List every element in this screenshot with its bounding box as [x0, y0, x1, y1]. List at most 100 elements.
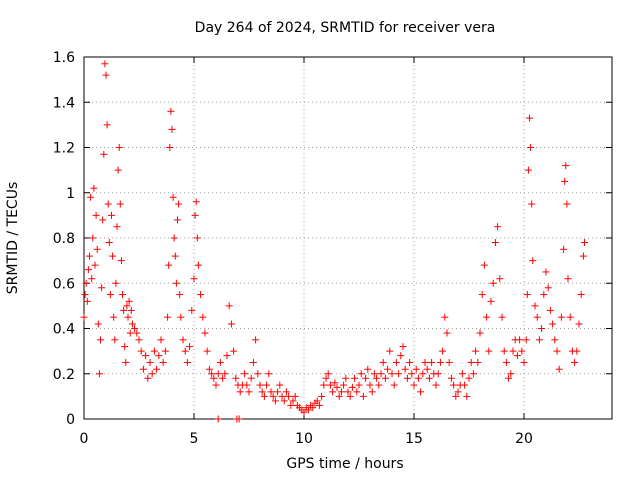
data-point	[131, 325, 139, 332]
data-point	[388, 370, 396, 378]
data-point	[313, 397, 321, 405]
data-point	[212, 381, 220, 389]
data-point	[445, 358, 453, 366]
data-point	[99, 216, 107, 224]
data-point	[461, 381, 469, 389]
data-point	[265, 370, 273, 378]
data-point	[223, 352, 231, 360]
data-point	[355, 381, 363, 389]
data-point	[357, 370, 365, 378]
data-point	[379, 358, 387, 366]
data-point	[528, 200, 536, 208]
data-point	[551, 336, 559, 344]
data-point	[549, 320, 557, 328]
x-axis-label: GPS time / hours	[286, 456, 403, 472]
data-point	[167, 107, 175, 115]
data-point	[81, 291, 89, 299]
data-point	[285, 392, 293, 400]
data-point	[133, 329, 141, 337]
data-point	[199, 313, 207, 321]
data-point	[414, 374, 422, 382]
data-point	[581, 239, 588, 247]
data-point	[94, 320, 102, 328]
data-point	[186, 343, 194, 351]
data-point	[166, 144, 174, 151]
data-point	[287, 401, 295, 409]
data-point	[377, 370, 385, 378]
data-point	[326, 381, 334, 389]
data-point	[139, 365, 147, 373]
data-point	[447, 374, 455, 382]
data-point	[348, 383, 356, 391]
y-tick-label: 0.8	[53, 231, 75, 247]
data-point	[540, 291, 548, 299]
data-point	[533, 313, 541, 321]
data-point	[513, 352, 521, 360]
data-point	[373, 374, 381, 382]
data-point	[120, 306, 128, 314]
data-point	[474, 358, 482, 366]
data-point	[165, 261, 173, 269]
y-tick-label: 1.6	[53, 50, 75, 66]
data-point	[546, 306, 554, 314]
data-point	[214, 415, 222, 423]
data-point	[188, 306, 196, 314]
data-point	[342, 374, 350, 382]
data-point	[269, 392, 277, 400]
data-point	[260, 392, 268, 400]
data-point	[436, 358, 444, 366]
data-point	[256, 381, 264, 389]
data-point	[114, 166, 122, 174]
data-point	[127, 306, 135, 314]
data-point	[368, 388, 376, 396]
data-point	[579, 252, 587, 260]
data-point	[146, 358, 154, 366]
data-point	[169, 193, 177, 201]
data-point	[346, 392, 354, 400]
data-point	[351, 374, 359, 382]
data-point	[563, 200, 571, 208]
data-point	[441, 313, 449, 321]
data-point	[544, 284, 552, 292]
data-point	[170, 234, 178, 242]
data-point	[105, 239, 113, 247]
data-point	[535, 336, 543, 344]
data-point	[333, 383, 341, 391]
data-point	[267, 388, 275, 396]
data-point	[175, 200, 183, 208]
data-point	[337, 388, 345, 396]
data-point	[472, 347, 480, 355]
data-point	[434, 370, 442, 378]
x-tick-label: 5	[190, 431, 199, 447]
data-point	[555, 365, 563, 373]
data-point	[241, 370, 249, 378]
data-point	[102, 71, 110, 79]
data-point	[575, 320, 583, 328]
data-point	[221, 370, 229, 378]
data-point	[247, 374, 255, 382]
data-point	[235, 415, 243, 423]
data-point	[91, 261, 99, 269]
data-point	[562, 162, 570, 170]
data-point	[172, 279, 180, 287]
data-point	[214, 370, 222, 378]
data-point	[116, 200, 124, 208]
data-point	[408, 370, 416, 378]
data-point	[274, 388, 282, 396]
data-point	[278, 392, 286, 400]
data-point	[280, 397, 288, 405]
data-point	[423, 365, 431, 373]
data-point	[249, 358, 257, 366]
data-point	[164, 313, 172, 321]
data-point	[271, 397, 279, 405]
data-point	[538, 325, 546, 332]
data-point	[148, 370, 156, 378]
data-point	[318, 392, 326, 400]
data-point	[577, 291, 585, 299]
data-points	[80, 60, 588, 423]
data-point	[489, 279, 497, 287]
data-point	[531, 302, 539, 310]
data-point	[100, 150, 108, 158]
data-point	[399, 343, 407, 351]
data-point	[403, 374, 411, 382]
